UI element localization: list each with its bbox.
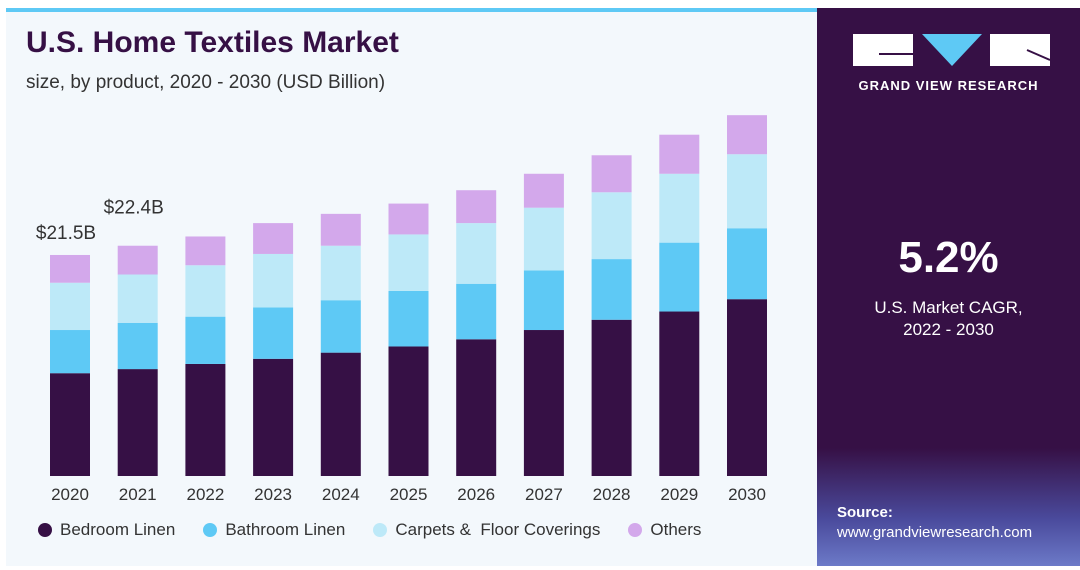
bar-segment-2026-3 bbox=[456, 190, 497, 224]
x-tick-label: 2024 bbox=[322, 485, 360, 504]
bar-segment-2022-2 bbox=[185, 265, 226, 317]
bar-segment-2022-3 bbox=[185, 236, 226, 266]
bar-segment-2030-2 bbox=[727, 154, 767, 229]
bar-segment-2028-3 bbox=[591, 155, 632, 193]
bar-segment-2026-0 bbox=[456, 339, 497, 476]
bar-segment-2024-0 bbox=[320, 352, 361, 476]
legend-item-others: Others bbox=[628, 520, 701, 540]
bar-segment-2023-1 bbox=[253, 307, 294, 359]
bar-segment-2021-1 bbox=[117, 322, 158, 370]
legend-swatch bbox=[203, 523, 218, 537]
gvr-logo bbox=[853, 34, 1051, 66]
cagr-label: U.S. Market CAGR, bbox=[874, 298, 1023, 317]
cagr-period: 2022 - 2030 bbox=[903, 320, 994, 339]
bar-segment-2021-3 bbox=[117, 245, 158, 275]
bar-segment-2028-1 bbox=[591, 259, 632, 320]
x-tick-label: 2021 bbox=[119, 485, 157, 504]
bar-segment-2029-0 bbox=[659, 311, 700, 476]
bar-segment-2025-1 bbox=[388, 290, 429, 347]
chart-title: U.S. Home Textiles Market bbox=[26, 26, 399, 59]
bar-segment-2030-3 bbox=[727, 115, 767, 155]
chart-subtitle: size, by product, 2020 - 2030 (USD Billi… bbox=[26, 72, 386, 93]
bar-segment-2025-0 bbox=[388, 346, 429, 476]
source-label: Source: bbox=[837, 504, 893, 521]
bar-segment-2030-0 bbox=[727, 299, 767, 476]
x-tick-label: 2025 bbox=[390, 485, 428, 504]
legend-swatch bbox=[628, 523, 643, 537]
bar-segment-2020-1 bbox=[50, 330, 90, 374]
x-tick-label: 2020 bbox=[51, 485, 89, 504]
bar-segment-2021-0 bbox=[117, 369, 158, 476]
legend-label: Bathroom Linen bbox=[225, 520, 346, 539]
bar-segment-2021-2 bbox=[117, 274, 158, 323]
bar-segment-2020-0 bbox=[50, 373, 90, 476]
bar-segment-2028-0 bbox=[591, 319, 632, 476]
bar-segment-2022-1 bbox=[185, 316, 226, 364]
info-panel: GRAND VIEW RESEARCH 5.2% U.S. Market CAG… bbox=[817, 8, 1080, 566]
legend-swatch bbox=[38, 523, 52, 537]
legend-swatch bbox=[373, 523, 388, 537]
bar-segment-2022-0 bbox=[185, 363, 226, 476]
bar-segment-2028-2 bbox=[591, 192, 632, 260]
bar-segment-2030-1 bbox=[727, 228, 767, 300]
stacked-bar-chart: 2020 2021 2022 2023 2024 2025 2026 2027 2028 2029… bbox=[36, 115, 767, 504]
bar-segment-2026-1 bbox=[456, 283, 497, 340]
bar-segment-2027-3 bbox=[523, 173, 564, 208]
x-tick-label: 2027 bbox=[525, 485, 563, 504]
x-tick-label: 2028 bbox=[593, 485, 631, 504]
bar-segment-2023-2 bbox=[253, 253, 294, 308]
source-url[interactable]: www.grandviewresearch.com bbox=[837, 524, 1033, 541]
bar-segment-2020-3 bbox=[50, 254, 90, 283]
data-label: $21.5B bbox=[36, 223, 96, 244]
bar-segment-2025-2 bbox=[388, 234, 429, 291]
bar-segment-2024-3 bbox=[320, 213, 361, 246]
bar-segment-2027-2 bbox=[523, 207, 564, 271]
cagr-value: 5.2% bbox=[898, 233, 999, 282]
bar-segment-2029-3 bbox=[659, 134, 700, 174]
x-tick-label: 2029 bbox=[660, 485, 698, 504]
legend-item-carpets: Carpets & Floor Coverings bbox=[373, 520, 600, 540]
bar-segment-2023-0 bbox=[253, 358, 294, 476]
bar-segment-2025-3 bbox=[388, 203, 429, 235]
legend-label: Others bbox=[650, 520, 702, 539]
legend-label: Carpets & Floor Coverings bbox=[395, 520, 601, 539]
bar-segment-2024-1 bbox=[320, 300, 361, 353]
legend-item-bathroom: Bathroom Linen bbox=[203, 520, 345, 540]
decorative-grid bbox=[817, 448, 1080, 566]
x-tick-label: 2022 bbox=[186, 485, 224, 504]
bar-segment-2027-0 bbox=[523, 330, 564, 476]
x-tick-label: 2030 bbox=[728, 485, 766, 504]
legend: Bedroom Linen Bathroom Linen Carpets & F… bbox=[38, 520, 701, 540]
data-label: $22.4B bbox=[104, 198, 164, 219]
bar-segment-2029-2 bbox=[659, 173, 700, 243]
legend-label: Bedroom Linen bbox=[60, 520, 176, 539]
brand-name: GRAND VIEW RESEARCH bbox=[858, 78, 1039, 93]
bar-segment-2023-3 bbox=[253, 223, 294, 254]
bar-segment-2020-2 bbox=[50, 282, 90, 331]
legend-item-bedroom: Bedroom Linen bbox=[38, 520, 175, 540]
x-tick-label: 2023 bbox=[254, 485, 292, 504]
x-tick-label: 2026 bbox=[457, 485, 495, 504]
bar-segment-2026-2 bbox=[456, 223, 497, 284]
bar-segment-2027-1 bbox=[523, 270, 564, 331]
bar-segment-2029-1 bbox=[659, 242, 700, 312]
bar-segment-2024-2 bbox=[320, 245, 361, 301]
